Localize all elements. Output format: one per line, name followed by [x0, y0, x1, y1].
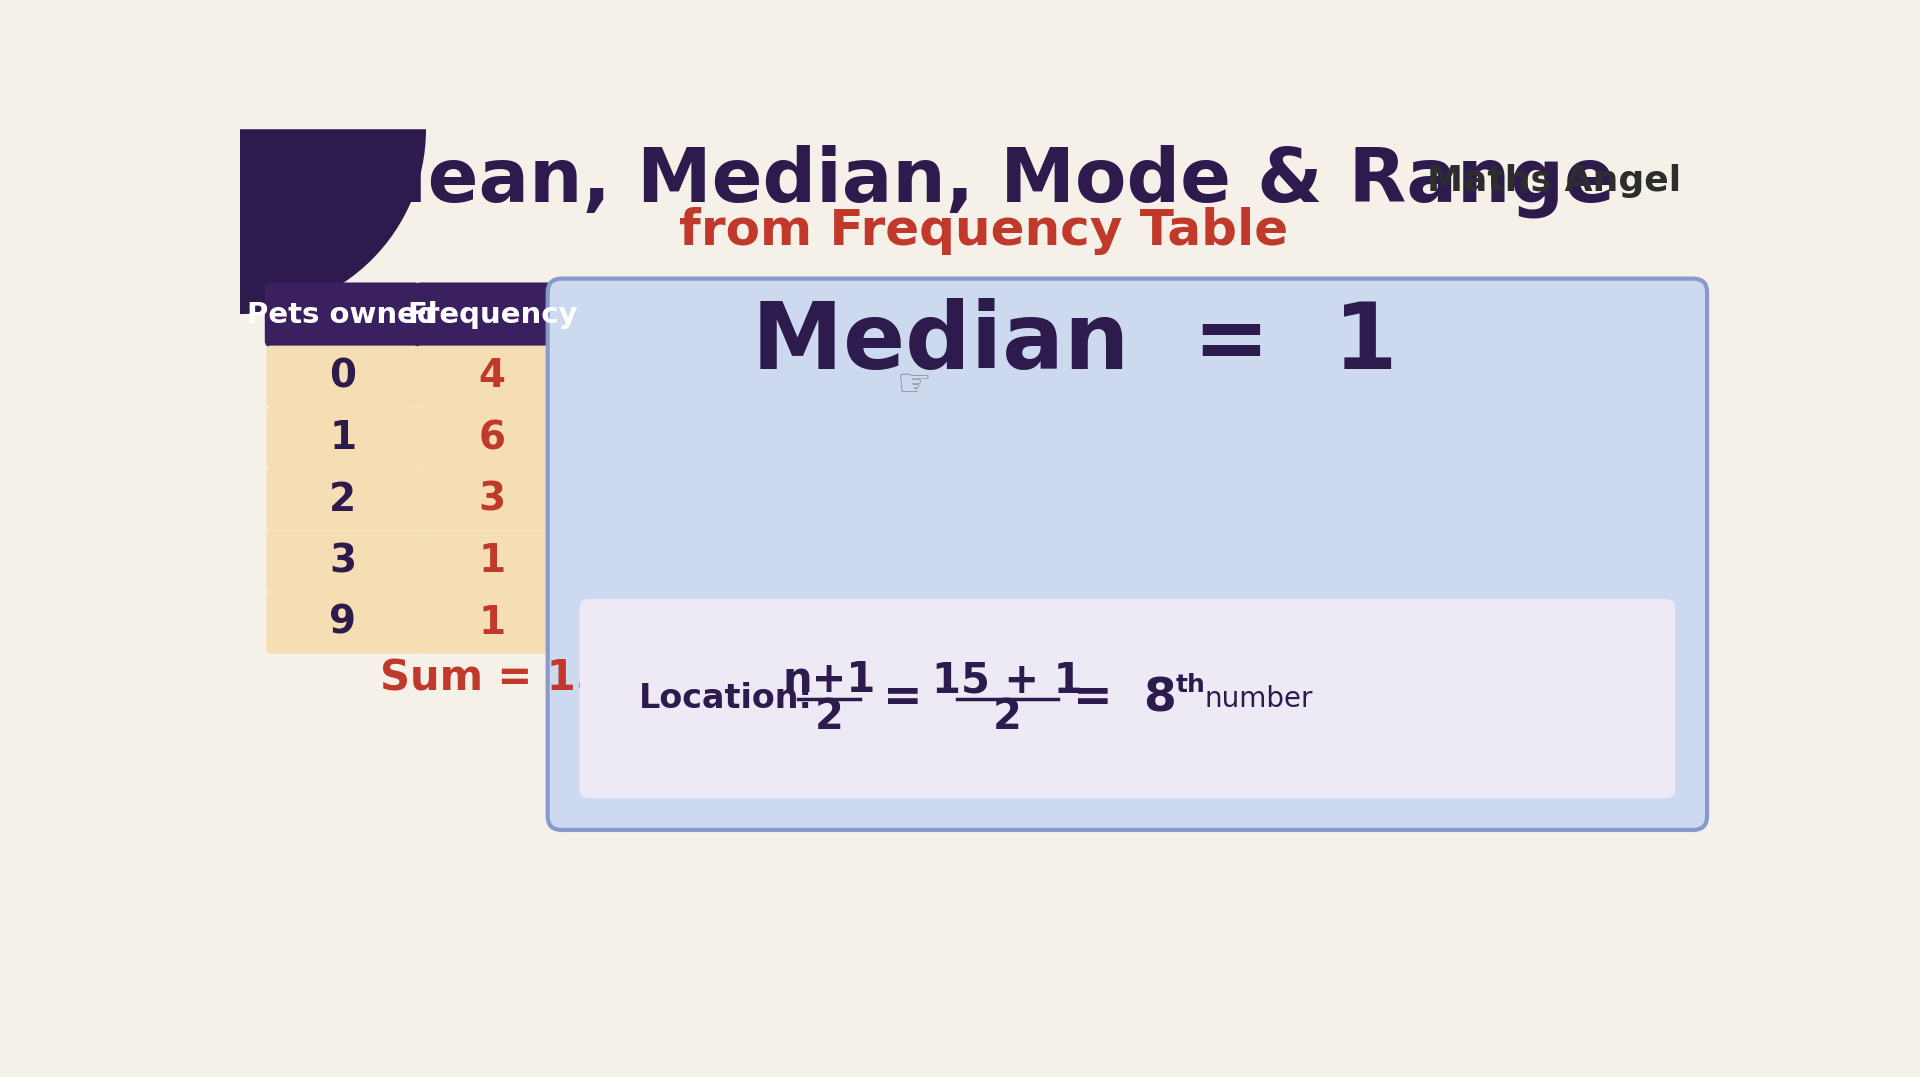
Text: 9: 9 [328, 604, 357, 642]
Text: th: th [1175, 673, 1206, 697]
Text: Maths Angel: Maths Angel [1427, 164, 1682, 198]
Text: 3: 3 [328, 542, 357, 581]
Text: Frequency: Frequency [407, 300, 578, 328]
FancyBboxPatch shape [267, 468, 419, 530]
Text: 1: 1 [478, 604, 505, 642]
Text: 0: 0 [328, 358, 357, 395]
Text: number: number [1206, 685, 1313, 713]
Text: 4: 4 [478, 358, 505, 395]
FancyBboxPatch shape [267, 530, 419, 592]
Text: =: = [883, 676, 922, 722]
Text: Location:: Location: [639, 682, 812, 715]
Text: Sum = 15: Sum = 15 [380, 657, 605, 699]
FancyBboxPatch shape [417, 346, 568, 407]
Text: 2: 2 [993, 696, 1021, 738]
FancyBboxPatch shape [417, 407, 568, 468]
FancyBboxPatch shape [580, 599, 1676, 798]
FancyBboxPatch shape [265, 282, 420, 347]
Text: 2: 2 [328, 480, 357, 519]
Text: n+1: n+1 [781, 659, 876, 701]
Wedge shape [240, 129, 426, 314]
FancyBboxPatch shape [267, 407, 419, 468]
Text: =: = [1073, 676, 1112, 722]
Text: Median  =  1: Median = 1 [751, 297, 1398, 388]
Text: Pets owned: Pets owned [248, 300, 438, 328]
Text: 1: 1 [328, 419, 357, 457]
Text: 2: 2 [814, 696, 843, 738]
FancyBboxPatch shape [417, 530, 568, 592]
Text: Mean, Median, Mode & Range: Mean, Median, Mode & Range [353, 144, 1615, 218]
Text: ☞: ☞ [897, 366, 931, 404]
FancyBboxPatch shape [547, 279, 1707, 830]
Text: 1: 1 [478, 542, 505, 581]
Text: from Frequency Table: from Frequency Table [680, 207, 1288, 255]
FancyBboxPatch shape [417, 592, 568, 654]
FancyBboxPatch shape [415, 282, 570, 347]
FancyBboxPatch shape [417, 468, 568, 530]
Text: 15 + 1: 15 + 1 [931, 659, 1083, 701]
Text: 3: 3 [478, 480, 505, 519]
Text: 8: 8 [1142, 676, 1175, 722]
Text: 6: 6 [478, 419, 505, 457]
FancyBboxPatch shape [267, 346, 419, 407]
FancyBboxPatch shape [267, 592, 419, 654]
